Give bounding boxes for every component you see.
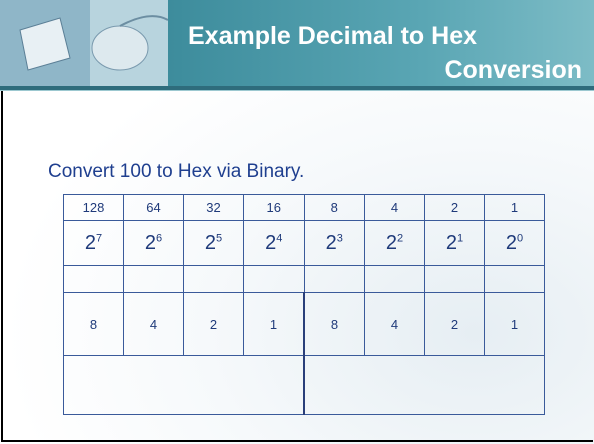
base: 2: [84, 231, 96, 254]
cell: [123, 265, 184, 293]
cell: 8: [303, 292, 365, 356]
base: 2: [385, 231, 397, 254]
cell: 32: [183, 194, 244, 221]
cell: 23: [303, 220, 365, 266]
cell: 1: [484, 292, 545, 356]
cell: 22: [364, 220, 425, 266]
cell: 25: [183, 220, 244, 266]
cell: [303, 265, 365, 293]
title: Conversion: [444, 56, 582, 84]
cell: 24: [243, 220, 305, 266]
base: 2: [325, 231, 337, 254]
cell: 128: [63, 194, 124, 221]
cell: [424, 265, 485, 293]
cell: 20: [484, 220, 545, 266]
cell: 8: [63, 292, 124, 356]
cell: [63, 355, 305, 415]
header-rule: [0, 86, 594, 91]
cell: 21: [424, 220, 485, 266]
cell: 2: [183, 292, 244, 356]
cell: 26: [123, 220, 184, 266]
conversion-table: 128 64 32 16 8 4 2 1 27 26 25 24 23 22 21 20 8 4 2 1 8 4 2 1: [63, 194, 545, 415]
subtitle: Convert 100 to Hex via Binary.: [48, 161, 305, 182]
exponent: 4: [276, 231, 283, 244]
cell: [183, 265, 244, 293]
base: 2: [204, 231, 216, 254]
cell: 8: [303, 194, 365, 221]
exponent: 2: [397, 231, 404, 244]
cell: 2: [424, 194, 485, 221]
row: 27 26 25 24 23 22 21 20: [63, 220, 545, 266]
cell: [63, 265, 124, 293]
frame: [1, 90, 593, 442]
cell: 27: [63, 220, 124, 266]
exponent: 3: [336, 231, 343, 244]
exponent: 5: [216, 231, 223, 244]
cell: 2: [424, 292, 485, 356]
row: [63, 265, 545, 293]
row: [63, 355, 545, 415]
exponent: 1: [457, 231, 464, 244]
cell: 64: [123, 194, 184, 221]
header-image: [0, 0, 168, 86]
cell: [243, 265, 305, 293]
cell: 4: [364, 292, 425, 356]
base: 2: [265, 231, 277, 254]
cell: [484, 265, 545, 293]
cell: 4: [123, 292, 184, 356]
base: 2: [144, 231, 156, 254]
exponent: 6: [156, 231, 163, 244]
title-banner: [168, 0, 594, 86]
base: 2: [445, 231, 457, 254]
title: Example Decimal to Hex: [188, 22, 478, 50]
cell: 4: [364, 194, 425, 221]
cell: [364, 265, 425, 293]
exponent: 0: [517, 231, 524, 244]
cell: [303, 355, 545, 415]
base: 2: [505, 231, 517, 254]
cell: 16: [243, 194, 305, 221]
row: 128 64 32 16 8 4 2 1: [63, 194, 545, 221]
exponent: 7: [96, 231, 103, 244]
cell: 1: [243, 292, 305, 356]
cell: 1: [484, 194, 545, 221]
